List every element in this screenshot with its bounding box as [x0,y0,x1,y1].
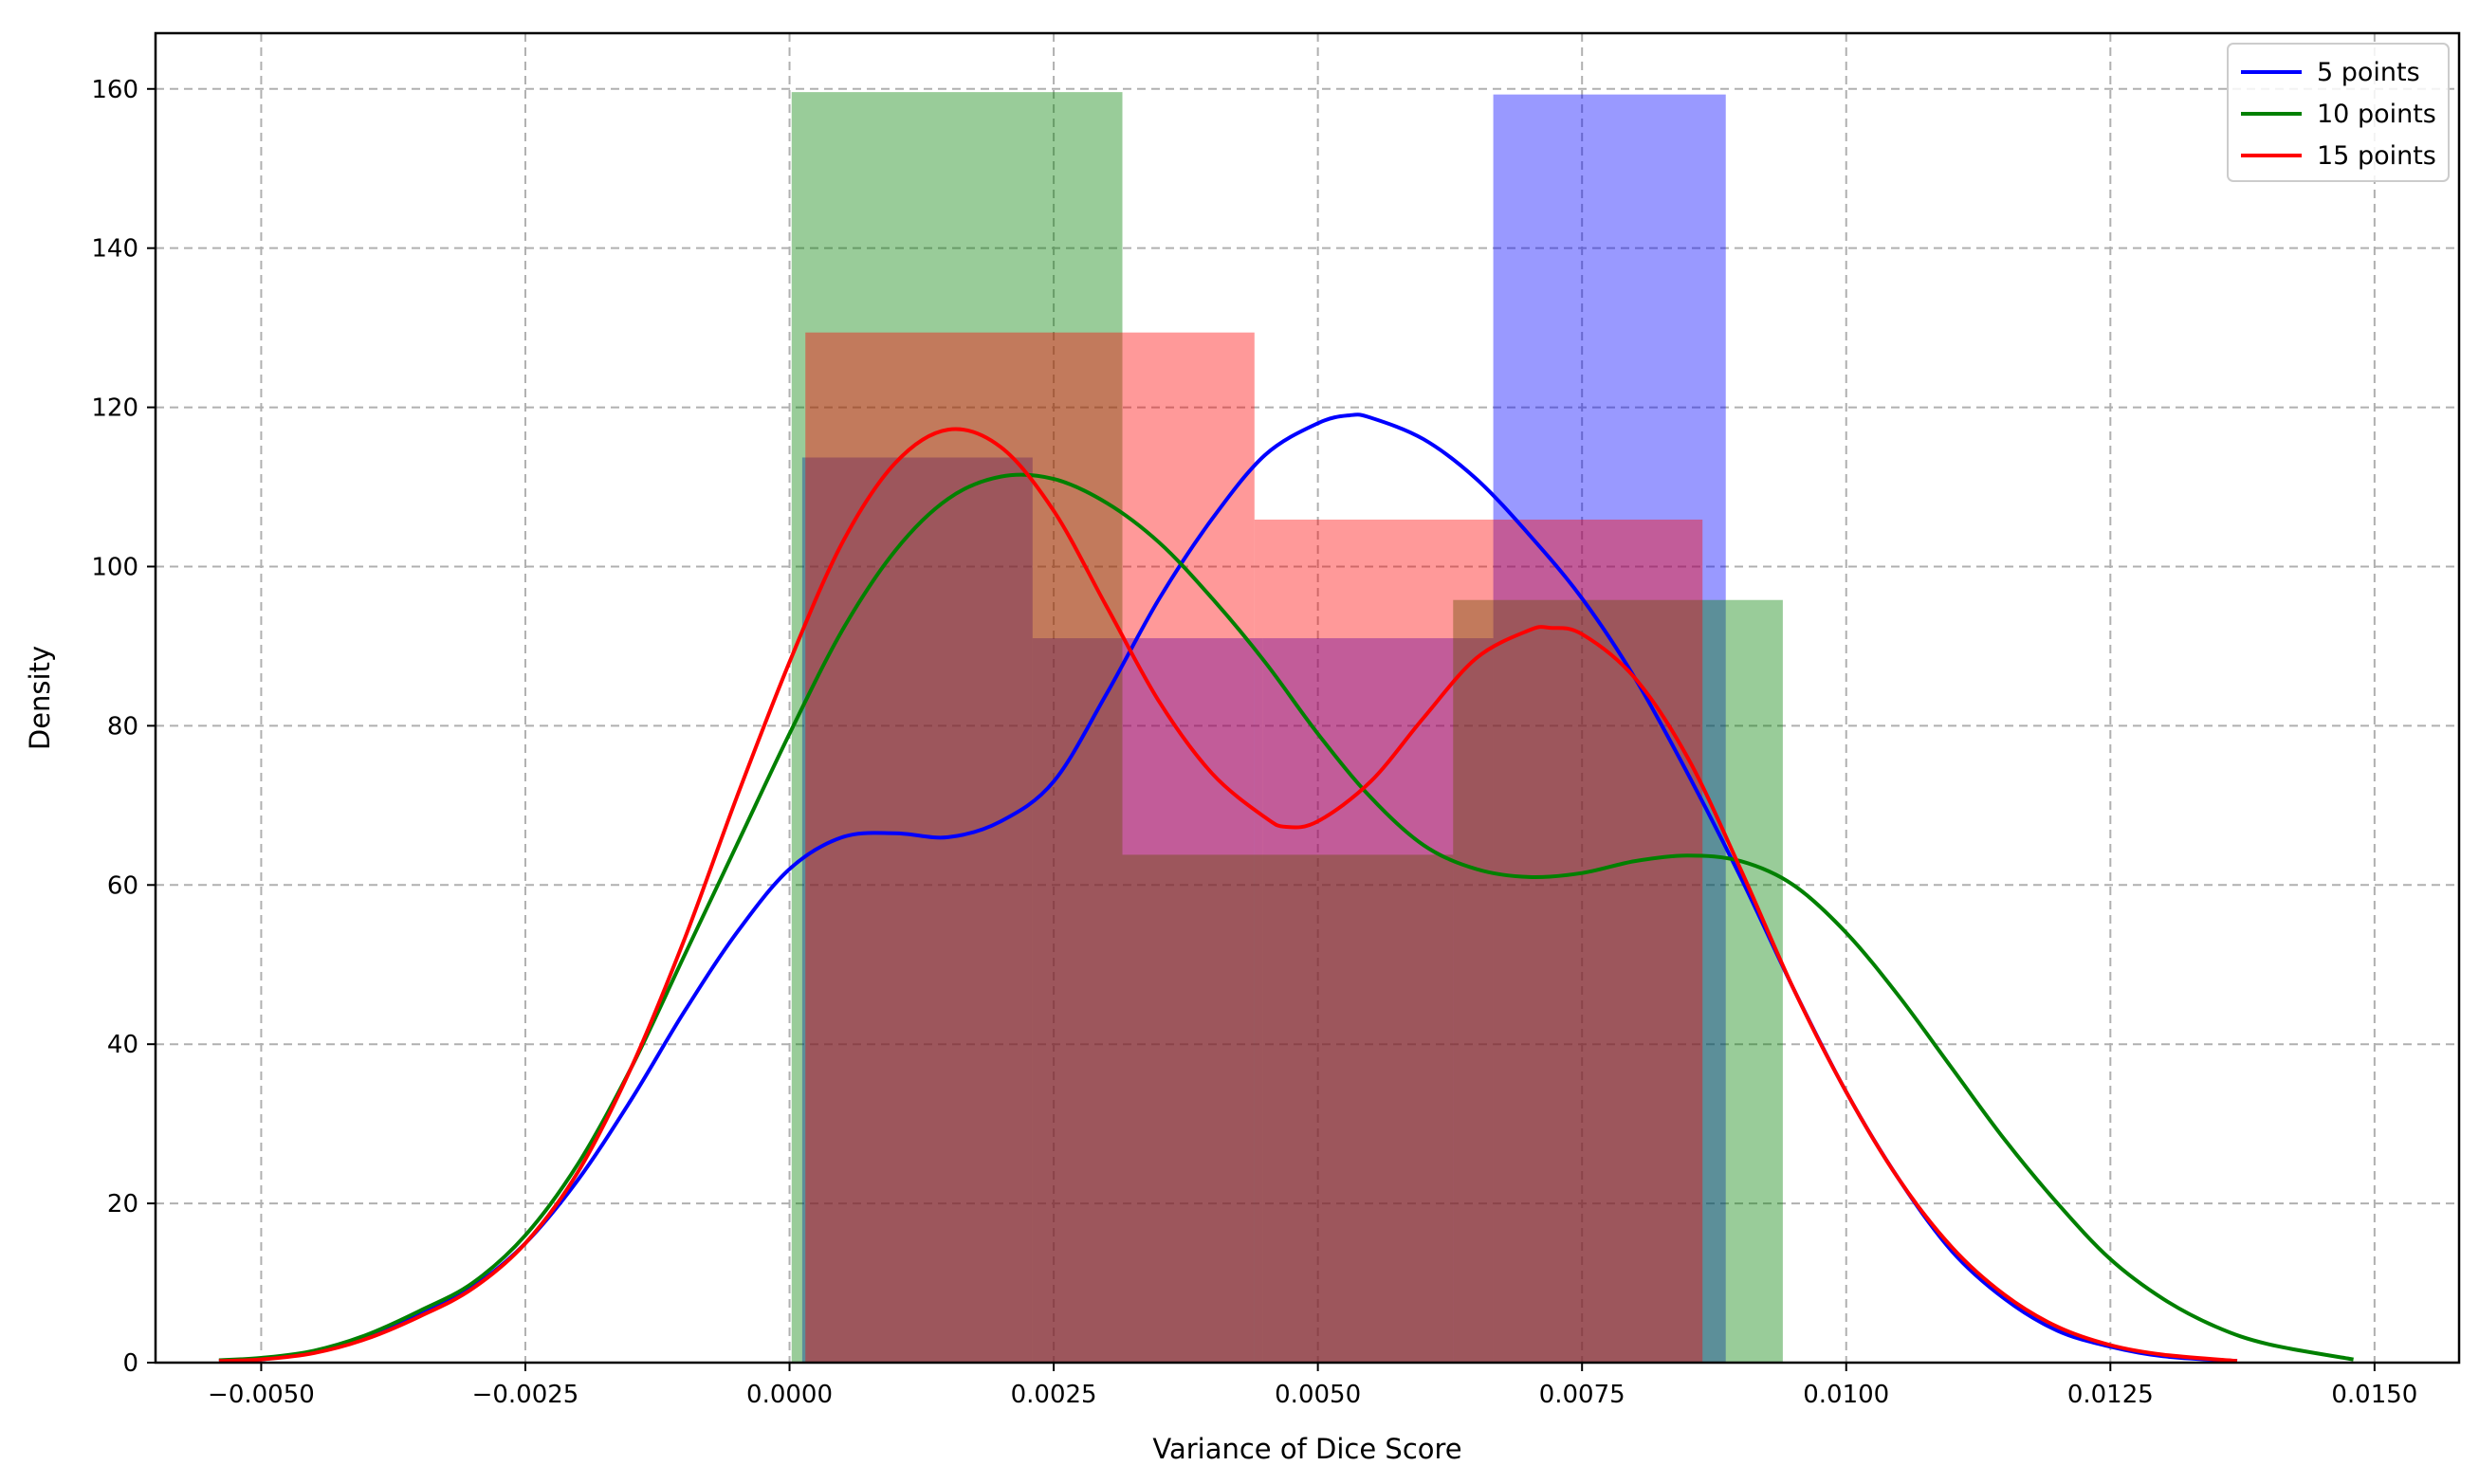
hist-bar-5-points-1 [801,457,1033,1363]
y-tick-label: 80 [107,712,138,741]
histograms [791,92,1783,1364]
x-tick-label: 0.0150 [2331,1381,2417,1409]
legend-label: 10 points [2317,100,2436,129]
y-tick-label: 140 [91,235,138,264]
x-tick-label: 0.0125 [2067,1381,2154,1409]
legend: 5 points 10 points 15 points [2227,43,2450,182]
legend-label: 5 points [2317,58,2420,87]
y-tick-label: 120 [91,394,138,423]
legend-box [2227,43,2450,182]
y-tick-label: 40 [107,1031,138,1059]
kde-curves [218,412,2354,1364]
plot-frame [154,31,2461,1365]
hist-bar-15-points-1 [805,332,1255,1363]
y-tick-label: 160 [91,76,138,104]
hist-bar-15-points-2 [1254,519,1703,1363]
x-tick-label: 0.0000 [746,1381,833,1409]
x-tick-label: −0.0025 [472,1381,579,1409]
hist-bar-10-points-3 [1453,599,1783,1363]
y-axis-ticks: 0 20 40 60 80 100 120 140 160 [91,76,156,1378]
y-tick-label: 0 [122,1349,138,1378]
x-tick-label: 0.0025 [1011,1381,1097,1409]
hist-bar-10-points-1 [791,92,1123,1364]
hist-bar-10-points-2 [1122,854,1454,1363]
x-tick-label: 0.0050 [1275,1381,1361,1409]
hist-bar-5-points-3 [1262,638,1494,1363]
kde-line-10-points [218,472,2354,1363]
x-tick-label: 0.0075 [1539,1381,1625,1409]
y-axis-label: Density [24,646,56,750]
legend-label: 15 points [2317,141,2436,171]
grid [156,33,2459,1364]
hist-bar-5-points-4 [1493,94,1726,1364]
x-axis-label: Variance of Dice Score [1152,1433,1461,1465]
y-tick-label: 20 [107,1190,138,1218]
kde-line-15-points [218,427,2238,1364]
x-tick-label: 0.0100 [1803,1381,1889,1409]
x-tick-label: −0.0050 [208,1381,315,1409]
y-tick-label: 100 [91,553,138,581]
y-tick-label: 60 [107,871,138,900]
x-axis-ticks: −0.0050 −0.0025 0.0000 0.0025 0.0050 0.0075 0.… [208,1363,2417,1409]
